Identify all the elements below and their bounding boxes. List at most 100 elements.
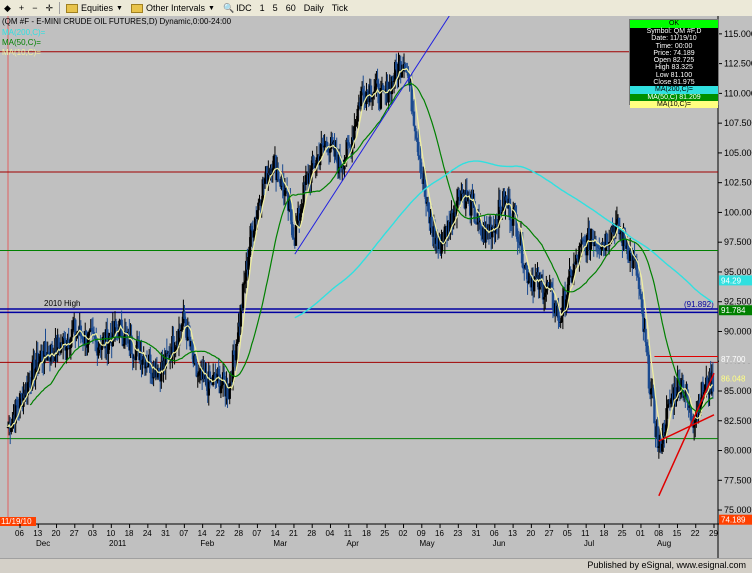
price-bar-body [623,227,626,240]
price-bar-body [322,143,325,148]
zoom-in-icon[interactable]: + [18,3,25,13]
price-bar-body [301,207,304,209]
x-tick-label: 22 [691,529,700,538]
y-tick-label: 97.500 [724,237,752,247]
price-bar-body [74,319,77,337]
price-bar-body [363,92,366,103]
equities-menu[interactable]: Equities ▼ [62,1,127,15]
price-badge-label: 86.048 [721,375,746,384]
x-tick-label: 14 [198,529,207,538]
interval-5-button[interactable]: 5 [272,3,278,13]
price-bar-body [362,88,365,93]
x-tick-label: 10 [106,529,115,538]
other-intervals-label: Other Intervals [145,3,205,13]
price-bar-body [419,158,422,173]
price-bar-body [416,138,419,142]
price-bar-body [516,236,519,242]
price-bar-body [214,373,217,381]
price-bar-body [248,246,251,257]
y-tick-label: 107.500 [724,118,752,128]
price-bar-body [178,328,182,331]
price-bar-body [87,332,90,345]
price-bar-body [136,340,140,342]
price-bar-body [267,173,270,185]
price-bar-body [465,190,469,202]
price-bar-body [101,337,105,345]
chevron-down-icon: ▼ [208,4,215,12]
price-bar-body [669,399,673,404]
x-tick-label: 13 [508,529,517,538]
price-bar-body [256,210,259,219]
idc-button[interactable]: 🔍 IDC [219,1,256,15]
price-bar-body [331,137,334,144]
price-bar-body [216,369,219,382]
price-bar-body [545,288,548,293]
date-badge-label: 11/19/10 [1,517,32,526]
price-bar-body [219,386,223,394]
price-bar-body [381,85,385,91]
zoom-out-icon[interactable]: − [32,3,38,13]
price-bar-body [310,165,313,183]
price-bar-body [645,342,648,353]
price-bar-body [647,354,651,389]
price-bar-body [492,226,495,228]
ma50-label: MA(50,C)= [2,38,41,47]
price-bar-body [165,350,169,354]
interval-1-button[interactable]: 1 [259,3,265,13]
price-chart[interactable]: 75.00077.50080.00082.50085.00087.50090.0… [0,15,752,558]
price-bar-body [263,178,267,184]
price-bar-body [605,233,609,246]
price-badge [719,373,752,384]
price-bar-body [477,213,481,223]
daily-button[interactable]: Daily [303,3,324,13]
price-bar-body [304,175,308,185]
price-bar-body [100,344,103,350]
price-bar-body [677,377,680,380]
price-bar-body [86,344,89,348]
price-bar-body [184,318,187,327]
x-month-label: 2011 [109,539,127,548]
price-bar-body [480,220,483,236]
x-tick-label: 23 [453,529,462,538]
price-bar-body [292,237,295,240]
price-bar-body [278,179,281,181]
x-tick-label: 13 [33,529,42,538]
x-tick-label: 08 [654,529,663,538]
chevron-down-icon: ▼ [116,4,123,12]
price-bar-body [406,71,409,73]
x-tick-label: 20 [52,529,61,538]
price-bar-body [16,405,20,408]
price-bar-body [403,64,407,70]
data-window-header: OK [630,20,718,28]
price-bar-body [602,241,605,247]
price-bar-body [80,336,84,338]
price-bar-body [686,389,689,403]
y-tick-label: 80.000 [724,446,752,456]
price-bar-body [711,372,715,392]
crosshair-icon[interactable]: ✛ [45,2,53,13]
price-bar-body [399,61,402,78]
price-bar-body [177,328,181,347]
toolbar-separator [59,2,60,14]
x-tick-label: 28 [307,529,316,538]
price-bar-body [122,344,126,346]
price-bar-body [557,305,560,321]
price-bar-body [369,85,373,99]
chart-background [0,16,752,558]
chart-canvas[interactable]: 75.00077.50080.00082.50085.00087.50090.0… [0,15,752,558]
price-bar-body [689,405,693,421]
price-bar-body [576,254,579,259]
price-badge [719,514,752,525]
price-bar-body [617,217,621,234]
y-tick-label: 102.500 [724,178,752,188]
symbol-icon[interactable]: ◆ [4,2,11,13]
other-intervals-menu[interactable]: Other Intervals ▼ [127,1,219,15]
price-bar-body [544,292,547,298]
tick-button[interactable]: Tick [331,3,348,13]
price-bar-body [642,313,645,332]
y-tick-label: 77.500 [724,475,752,485]
data-ma10-row: MA(10,C)= [630,100,718,109]
price-bar-body [164,350,167,369]
price-bar-body [512,208,515,226]
interval-60-button[interactable]: 60 [285,3,296,13]
